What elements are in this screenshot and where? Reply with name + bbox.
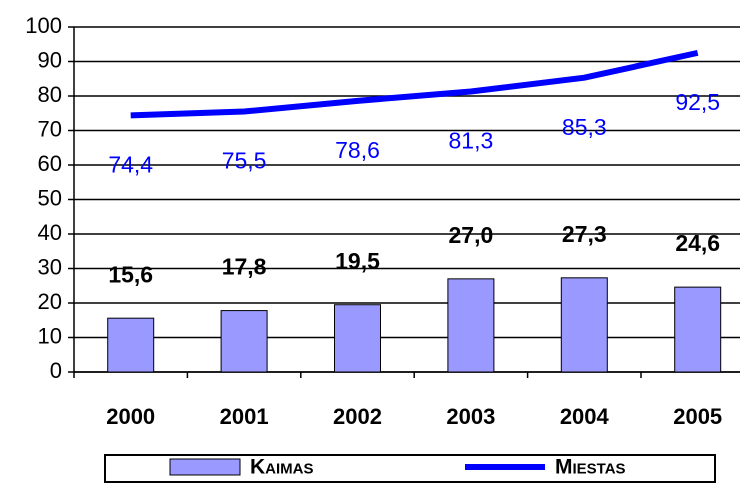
y-tick-label: 40 <box>38 220 62 245</box>
bar <box>560 277 608 373</box>
y-tick-label: 60 <box>38 151 62 176</box>
bar <box>674 286 722 373</box>
x-tick-label: 2005 <box>673 404 722 429</box>
legend-label: Kaimas <box>250 456 314 479</box>
bar-value-label: 15,6 <box>108 261 153 287</box>
y-tick-label: 90 <box>38 47 62 72</box>
y-tick-label: 0 <box>50 358 62 383</box>
line-value-label: 81,3 <box>449 128 494 154</box>
bar <box>220 310 268 373</box>
legend-swatch <box>169 458 241 476</box>
x-tick-label: 2004 <box>560 404 610 429</box>
x-tick-label: 2003 <box>446 404 495 429</box>
line-value-label: 92,5 <box>675 89 720 115</box>
line-value-label: 75,5 <box>222 148 267 174</box>
bar-value-label: 19,5 <box>335 248 380 274</box>
bar <box>107 317 155 373</box>
bar <box>447 278 495 373</box>
x-tick-label: 2001 <box>220 404 269 429</box>
legend-label: Miestas <box>555 456 626 479</box>
x-tick-label: 2000 <box>106 404 155 429</box>
y-tick-label: 100 <box>25 13 62 38</box>
bar-value-label: 27,0 <box>449 222 494 248</box>
bar <box>334 304 381 373</box>
y-tick-label: 30 <box>38 254 62 279</box>
line-value-label: 74,4 <box>108 151 153 177</box>
bar-value-label: 27,3 <box>562 221 607 247</box>
line-value-label: 78,6 <box>335 137 380 163</box>
line-value-label: 85,3 <box>562 114 607 140</box>
bar-value-label: 24,6 <box>675 230 720 256</box>
y-tick-label: 80 <box>38 82 62 107</box>
y-tick-label: 20 <box>38 289 62 314</box>
y-tick-label: 70 <box>38 116 62 141</box>
x-tick-label: 2002 <box>333 404 382 429</box>
y-tick-label: 10 <box>38 323 62 348</box>
line <box>130 49 699 119</box>
y-tick-label: 50 <box>38 185 62 210</box>
bar-value-label: 17,8 <box>222 254 267 280</box>
